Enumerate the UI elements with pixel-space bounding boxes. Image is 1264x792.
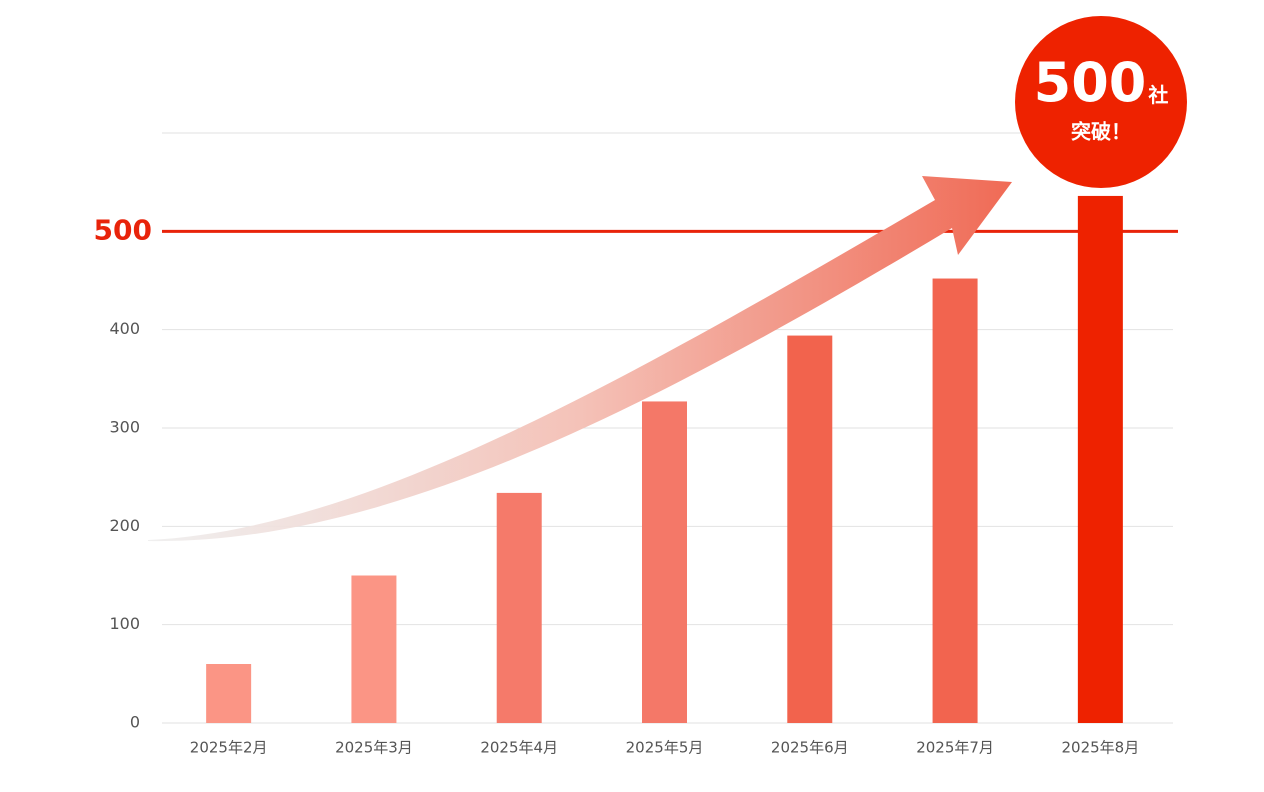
bar xyxy=(642,401,687,723)
badge-circle xyxy=(1015,16,1187,188)
bar xyxy=(206,664,252,723)
badge-text: 突破！ xyxy=(1071,120,1131,144)
y-tick-label: 100 xyxy=(109,614,140,633)
grid: 0 100 200 300 400 500 xyxy=(94,132,1178,732)
y-tick-label: 200 xyxy=(109,516,140,535)
reference-label: 500 xyxy=(94,213,152,246)
badge-number-value: 500 xyxy=(1034,51,1147,114)
bar xyxy=(932,278,978,723)
x-tick-label: 2025年2月 xyxy=(190,739,268,757)
y-tick-label: 300 xyxy=(109,418,140,437)
x-tick-label: 2025年6月 xyxy=(771,739,849,757)
badge-number: 500 社 xyxy=(1034,51,1169,114)
x-tick-label: 2025年3月 xyxy=(335,739,413,757)
x-tick-label: 2025年5月 xyxy=(626,739,704,757)
bar xyxy=(351,575,397,723)
x-tick-label: 2025年7月 xyxy=(916,739,994,757)
badge: 500 社 突破！ xyxy=(1015,16,1187,188)
y-tick-label: 400 xyxy=(109,319,140,338)
bar xyxy=(1077,195,1123,723)
x-tick-label: 2025年4月 xyxy=(480,739,558,757)
badge-unit: 社 xyxy=(1147,83,1168,107)
growth-arrow xyxy=(148,176,1012,542)
y-tick-label: 0 xyxy=(130,713,140,732)
x-tick-label: 2025年8月 xyxy=(1061,739,1139,757)
bars: 2025年2月 2025年3月 2025年4月 2025年5月 2025年6月 2025年… xyxy=(190,195,1139,757)
bar xyxy=(787,335,833,723)
bar xyxy=(496,492,542,723)
